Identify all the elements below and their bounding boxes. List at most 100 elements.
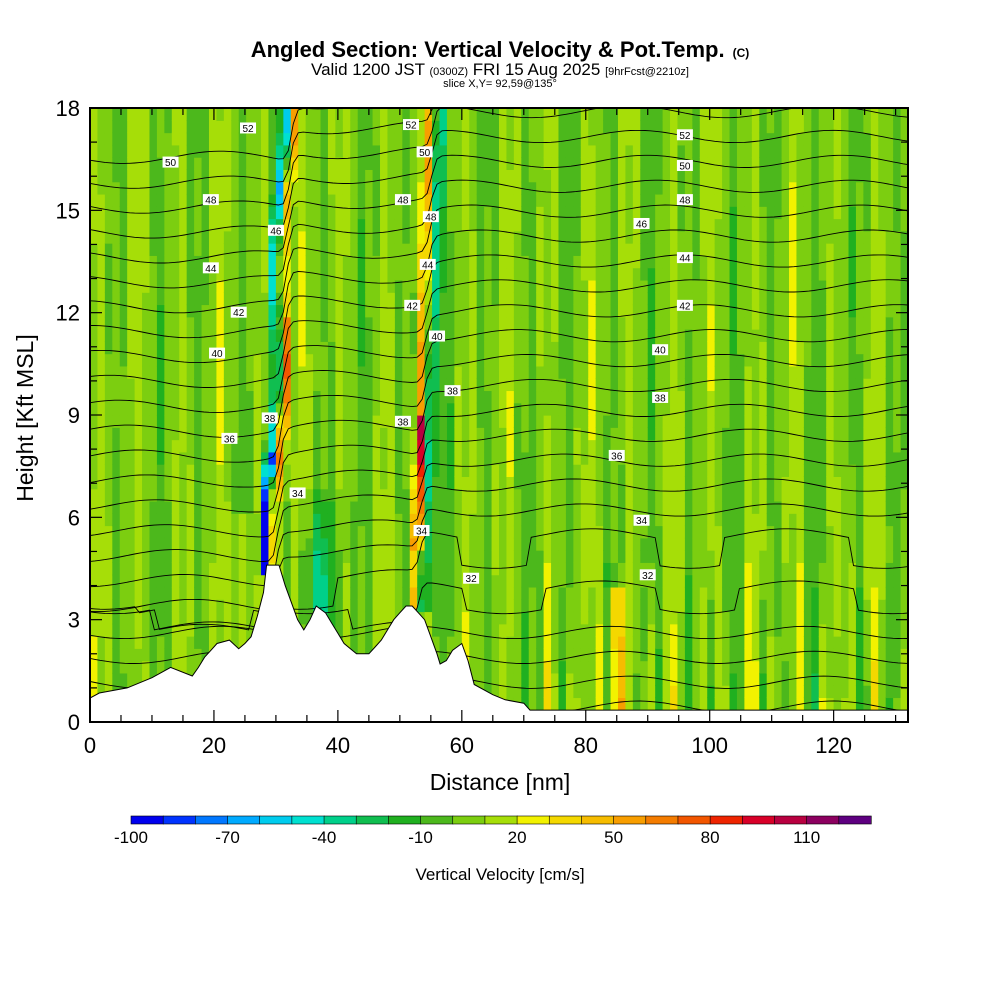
velocity-cell: [298, 500, 307, 514]
velocity-cell: [707, 415, 716, 428]
velocity-cell: [655, 108, 664, 121]
velocity-cell: [313, 365, 322, 379]
velocity-cell: [796, 120, 805, 134]
velocity-cell: [573, 439, 582, 453]
velocity-cell: [305, 488, 314, 502]
velocity-cell: [484, 181, 493, 195]
velocity-cell: [342, 279, 351, 293]
velocity-cell: [112, 550, 121, 563]
velocity-cell: [811, 586, 820, 600]
velocity-cell: [692, 341, 701, 355]
velocity-cell: [714, 513, 723, 527]
velocity-cell: [774, 292, 783, 306]
velocity-cell: [625, 525, 634, 539]
velocity-cell: [803, 157, 812, 170]
velocity-cell: [707, 193, 716, 207]
velocity-cell: [476, 427, 485, 441]
velocity-cell: [625, 316, 634, 330]
velocity-cell: [722, 660, 731, 674]
velocity-cell: [134, 144, 143, 158]
velocity-cell: [781, 550, 790, 563]
velocity-cell: [595, 537, 604, 551]
velocity-cell: [238, 329, 247, 342]
velocity-cell: [789, 169, 798, 183]
velocity-cell: [119, 132, 128, 146]
velocity-cell: [268, 230, 277, 244]
velocity-cell: [268, 108, 277, 109]
velocity-cell: [387, 439, 396, 453]
velocity-cell: [446, 292, 455, 306]
velocity-cell: [751, 218, 760, 232]
velocity-cell: [119, 660, 128, 674]
velocity-cell: [112, 611, 121, 625]
velocity-cell: [127, 329, 136, 342]
velocity-cell: [476, 464, 485, 477]
velocity-cell: [313, 230, 322, 244]
velocity-cell: [335, 243, 344, 256]
velocity-cell: [454, 255, 463, 269]
velocity-cell: [439, 108, 448, 121]
velocity-cell: [789, 513, 798, 527]
velocity-cell: [536, 439, 545, 453]
velocity-cell: [476, 415, 485, 428]
velocity-cell: [714, 132, 723, 146]
velocity-cell: [186, 316, 195, 330]
velocity-cell: [350, 451, 359, 465]
velocity-cell: [595, 144, 604, 158]
velocity-cell: [595, 108, 604, 121]
velocity-cell: [811, 636, 820, 649]
velocity-cell: [558, 193, 567, 207]
velocity-cell: [283, 378, 292, 392]
velocity-cell: [231, 415, 240, 428]
velocity-cell: [164, 402, 173, 416]
velocity-cell: [246, 623, 255, 637]
velocity-cell: [640, 181, 649, 195]
velocity-cell: [588, 672, 597, 686]
velocity-cell: [446, 316, 455, 330]
velocity-cell: [380, 341, 389, 355]
velocity-cell: [380, 390, 389, 404]
velocity-cell: [439, 599, 448, 613]
velocity-cell: [684, 672, 693, 686]
velocity-cell: [528, 108, 537, 109]
velocity-cell: [736, 365, 745, 379]
velocity-cell: [298, 451, 307, 465]
velocity-cell: [722, 611, 731, 625]
velocity-cell: [729, 292, 738, 306]
velocity-cell: [796, 132, 805, 146]
velocity-cell: [402, 476, 411, 490]
velocity-cell: [238, 108, 247, 109]
velocity-cell: [796, 230, 805, 244]
velocity-cell: [156, 108, 165, 121]
velocity-cell: [803, 255, 812, 269]
velocity-cell: [551, 476, 560, 490]
velocity-cell: [179, 660, 188, 674]
velocity-cell: [543, 439, 552, 453]
velocity-cell: [588, 193, 597, 207]
velocity-cell: [469, 292, 478, 306]
velocity-cell: [803, 365, 812, 379]
velocity-cell: [551, 586, 560, 600]
velocity-cell: [506, 513, 515, 527]
velocity-cell: [707, 316, 716, 330]
velocity-cell: [580, 292, 589, 306]
velocity-cell: [670, 279, 679, 293]
velocity-cell: [342, 341, 351, 355]
velocity-cell: [603, 464, 612, 477]
velocity-cell: [677, 390, 686, 404]
velocity-cell: [461, 636, 470, 649]
velocity-cell: [387, 193, 396, 207]
velocity-cell: [298, 329, 307, 342]
velocity-cell: [372, 390, 381, 404]
velocity-cell: [350, 132, 359, 146]
velocity-cell: [499, 500, 508, 514]
velocity-cell: [610, 586, 619, 600]
velocity-cell: [506, 218, 515, 232]
velocity-cell: [580, 132, 589, 146]
velocity-cell: [670, 108, 679, 109]
velocity-cell: [506, 402, 515, 416]
velocity-cell: [380, 599, 389, 613]
velocity-cell: [632, 120, 641, 134]
velocity-cell: [283, 513, 292, 527]
velocity-cell: [335, 120, 344, 134]
